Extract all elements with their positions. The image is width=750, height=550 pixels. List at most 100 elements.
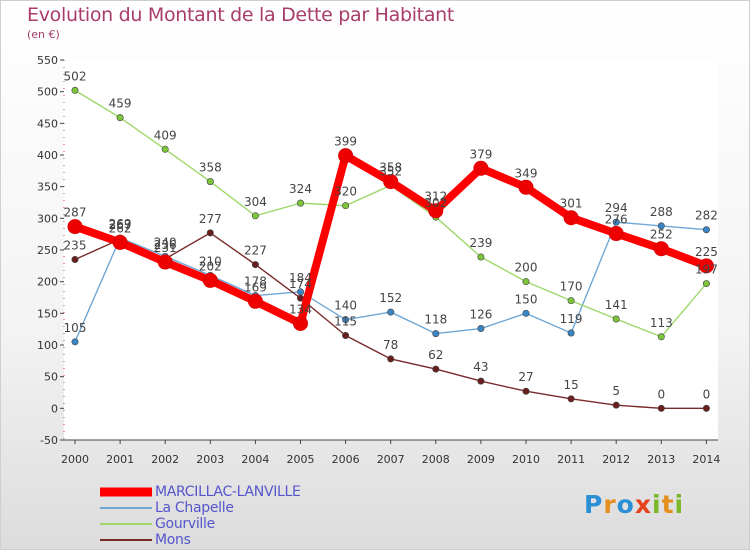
point-gourville — [567, 297, 575, 305]
y-tick-label: 50 — [44, 371, 58, 384]
point-la-chapelle — [612, 218, 620, 226]
y-tick-label: -50 — [40, 434, 58, 447]
data-label-mons: 277 — [199, 212, 222, 226]
legend-item-la-chapelle: La Chapelle — [100, 500, 400, 516]
logo-letter: i — [652, 490, 662, 519]
data-label-gourville: 320 — [334, 185, 357, 199]
point-mons — [387, 355, 395, 363]
point-marcillac-lanville — [653, 241, 669, 257]
point-marcillac-lanville — [202, 272, 218, 288]
data-label-mons: 236 — [154, 238, 177, 252]
data-label-mons: 78 — [383, 338, 398, 352]
point-gourville — [702, 280, 710, 288]
point-mons — [612, 401, 620, 409]
data-label-gourville: 304 — [244, 195, 267, 209]
data-label-gourville: 409 — [154, 128, 177, 142]
data-label-gourville: 502 — [64, 69, 87, 83]
data-label-gourville: 141 — [605, 298, 628, 312]
data-label-marcillac-lanville: 399 — [334, 135, 357, 149]
data-label-marcillac-lanville: 287 — [64, 206, 87, 220]
data-label-mons: 0 — [657, 387, 665, 401]
point-marcillac-lanville — [247, 293, 263, 309]
x-tick-label: 2001 — [106, 453, 134, 466]
legend-item-mons: Mons — [100, 532, 400, 548]
data-label-marcillac-lanville: 169 — [244, 280, 267, 294]
point-mons — [567, 395, 575, 403]
data-label-gourville: 302 — [424, 196, 447, 210]
data-label-marcillac-lanville: 379 — [469, 147, 492, 161]
data-label-la-chapelle: 240 — [154, 235, 177, 249]
point-mons — [342, 331, 350, 339]
point-la-chapelle — [702, 226, 710, 234]
data-label-gourville: 352 — [379, 164, 402, 178]
series-layer — [67, 86, 714, 412]
legend-item-gourville: Gourville — [100, 516, 400, 532]
point-la-chapelle — [432, 330, 440, 338]
data-label-mons: 227 — [244, 244, 267, 258]
y-tick-label: 550 — [37, 54, 58, 67]
point-marcillac-lanville — [112, 234, 128, 250]
point-gourville — [206, 178, 214, 186]
data-label-marcillac-lanville: 134 — [289, 302, 312, 316]
y-tick-label: 500 — [37, 86, 58, 99]
x-tick-label: 2011 — [557, 453, 585, 466]
data-label-marcillac-lanville: 252 — [650, 228, 673, 242]
point-la-chapelle — [567, 329, 575, 337]
data-label-mons: 62 — [428, 348, 443, 362]
x-tick-label: 2012 — [602, 453, 630, 466]
x-tick-label: 2002 — [151, 453, 179, 466]
point-mons — [71, 255, 79, 263]
point-la-chapelle — [342, 316, 350, 324]
x-tick-label: 2000 — [61, 453, 89, 466]
legend: MARCILLAC-LANVILLE La Chapelle Gourville Mo… — [100, 484, 400, 548]
data-label-marcillac-lanville: 262 — [109, 221, 132, 235]
x-tick-label: 2014 — [692, 453, 720, 466]
y-tick-label: 450 — [37, 117, 58, 130]
legend-swatch — [100, 539, 152, 541]
proxiti-logo: Proxiti — [584, 490, 684, 519]
data-label-la-chapelle: 119 — [560, 312, 583, 326]
data-label-la-chapelle: 152 — [379, 291, 402, 305]
x-tick-label: 2010 — [512, 453, 540, 466]
logo-letter: o — [616, 490, 635, 519]
logo-letter: P — [584, 490, 604, 519]
point-marcillac-lanville — [473, 160, 489, 176]
data-label-la-chapelle: 288 — [650, 205, 673, 219]
point-marcillac-lanville — [157, 254, 173, 270]
point-marcillac-lanville — [383, 174, 399, 190]
point-marcillac-lanville — [518, 179, 534, 195]
data-label-la-chapelle: 140 — [334, 299, 357, 313]
data-label-gourville: 113 — [650, 316, 673, 330]
point-la-chapelle — [522, 309, 530, 317]
x-tick-label: 2003 — [196, 453, 224, 466]
data-label-gourville: 170 — [560, 280, 583, 294]
point-mons — [522, 387, 530, 395]
x-tick-label: 2004 — [241, 453, 269, 466]
legend-swatch — [100, 487, 152, 497]
data-label-la-chapelle: 126 — [469, 308, 492, 322]
data-label-gourville: 358 — [199, 161, 222, 175]
legend-swatch — [100, 507, 152, 509]
data-label-mons: 27 — [518, 370, 533, 384]
data-label-gourville: 197 — [695, 263, 718, 277]
y-tick-label: 100 — [37, 339, 58, 352]
data-label-la-chapelle: 118 — [424, 313, 447, 327]
legend-item-marcillac-lanville: MARCILLAC-LANVILLE — [100, 484, 400, 500]
data-label-mons: 43 — [473, 360, 488, 374]
legend-swatch — [100, 523, 152, 525]
data-label-marcillac-lanville: 225 — [695, 245, 718, 259]
data-label-marcillac-lanville: 202 — [199, 259, 222, 273]
point-mons — [702, 404, 710, 412]
y-tick-label: 400 — [37, 149, 58, 162]
logo-letter: i — [674, 490, 685, 519]
data-label-mons: 235 — [64, 239, 87, 253]
point-gourville — [116, 114, 124, 122]
point-la-chapelle — [477, 325, 485, 333]
data-label-gourville: 324 — [289, 182, 312, 196]
chart-title: Evolution du Montant de la Dette par Hab… — [27, 4, 455, 26]
legend-label: Mons — [155, 532, 191, 548]
point-la-chapelle — [387, 308, 395, 316]
data-label-mons: 267 — [109, 218, 132, 232]
legend-label: MARCILLAC-LANVILLE — [155, 484, 301, 500]
data-label-la-chapelle: 294 — [605, 201, 628, 215]
